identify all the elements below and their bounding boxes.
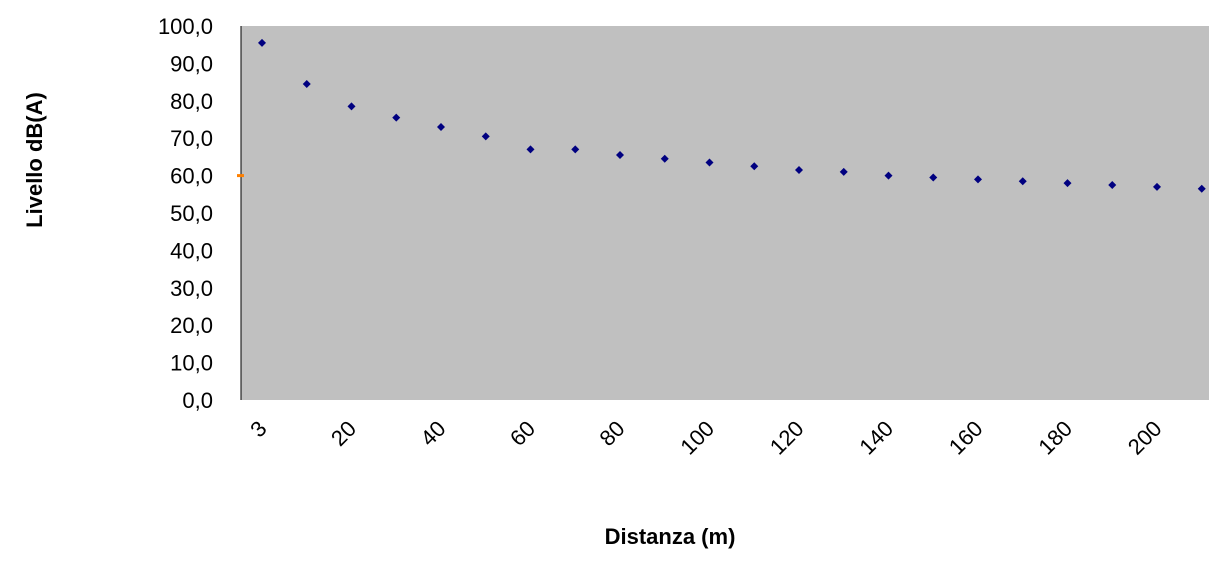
- x-tick-label: 100: [675, 416, 719, 460]
- y-tick-label: 100,0: [158, 14, 213, 39]
- data-point: [750, 162, 759, 171]
- data-point: [1153, 182, 1161, 191]
- x-tick-label: 40: [416, 416, 451, 451]
- data-point: [1018, 177, 1027, 186]
- x-tick-label: 140: [854, 416, 898, 460]
- data-point: [705, 158, 714, 167]
- y-tick-labels: 0,0 10,0 20,0 30,0 40,0 50,0 60,0 70,0 80,0 90,0 1…: [158, 14, 213, 413]
- y-tick-label: 0,0: [182, 388, 213, 413]
- data-point: [347, 102, 356, 111]
- data-point: [929, 173, 938, 182]
- x-tick-label: 180: [1033, 416, 1077, 460]
- y-tick-label: 40,0: [170, 238, 213, 263]
- data-point: [437, 122, 445, 131]
- x-axis-title: Distanza (m): [605, 524, 736, 549]
- x-tick-label: 200: [1123, 416, 1167, 460]
- data-point: [839, 167, 848, 176]
- data-point: [660, 154, 669, 163]
- y-tick-label: 10,0: [170, 351, 213, 376]
- x-tick-label: 160: [944, 416, 988, 460]
- y-tick-label: 50,0: [170, 201, 213, 226]
- data-point: [481, 132, 490, 141]
- y-tick-label: 90,0: [170, 51, 213, 76]
- plot-area: [241, 26, 1209, 400]
- x-tick-label: 20: [326, 416, 361, 451]
- data-point: [1197, 184, 1206, 193]
- x-tick-labels: 3 20 40 60 80 100 120 140 160 180 200: [245, 416, 1166, 460]
- x-tick-label: 3: [245, 416, 271, 442]
- y-tick-label: 80,0: [170, 89, 213, 114]
- y-tick-label: 30,0: [170, 276, 213, 301]
- data-point: [1063, 179, 1072, 188]
- data-point: [884, 171, 893, 180]
- y-axis-title: Livello dB(A): [22, 92, 47, 228]
- data-point: [616, 151, 624, 160]
- x-tick-label: 80: [595, 416, 630, 451]
- x-tick-label: 120: [765, 416, 809, 460]
- y-tick-label: 20,0: [170, 313, 213, 338]
- data-point: [302, 79, 311, 88]
- data-point: [1108, 180, 1117, 189]
- data-points: [258, 38, 1206, 193]
- x-tick-label: 60: [505, 416, 540, 451]
- data-point: [526, 145, 535, 154]
- data-point: [795, 165, 803, 174]
- y-tick-label: 60,0: [170, 164, 213, 189]
- data-point: [392, 113, 401, 122]
- data-point: [974, 175, 982, 184]
- data-point: [258, 38, 266, 47]
- data-point: [571, 145, 580, 154]
- y-tick-label: 70,0: [170, 126, 213, 151]
